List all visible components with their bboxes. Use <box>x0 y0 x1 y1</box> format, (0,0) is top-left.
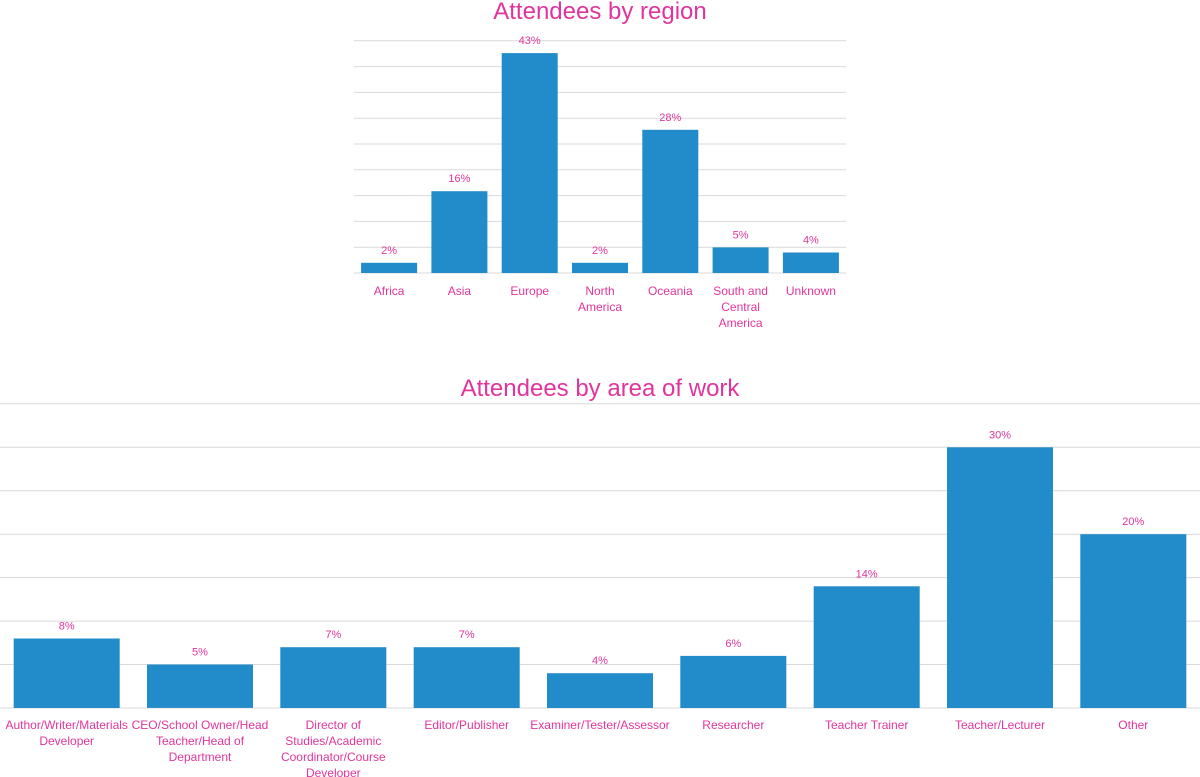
work-bar <box>1080 534 1187 708</box>
region-bars <box>361 53 839 273</box>
work-bar <box>547 673 653 708</box>
region-category-labels: Africa Asia Europe North America Oceania South… <box>374 284 836 330</box>
work-bar <box>280 647 387 708</box>
region-bar <box>782 252 839 273</box>
work-category-label: Teacher/Lecturer <box>955 718 1045 732</box>
work-category-label: Examiner/Tester/Assessor <box>530 718 669 732</box>
work-category-label: Researcher <box>702 718 764 732</box>
work-data-label: 20% <box>1122 516 1144 528</box>
region-data-label: 5% <box>733 229 749 241</box>
work-data-label: 6% <box>725 638 741 650</box>
work-bar <box>13 638 120 708</box>
region-bar <box>712 247 769 273</box>
region-bar <box>361 262 418 273</box>
work-category-label: Other <box>1118 718 1148 732</box>
work-data-label: 7% <box>459 629 475 641</box>
region-data-label: 16% <box>448 173 470 185</box>
region-category-label: Oceania <box>648 284 693 298</box>
work-category-labels: Author/Writer/Materials DeveloperCEO/Scho… <box>5 718 1148 777</box>
work-data-label: 5% <box>192 647 208 659</box>
work-category-label: CEO/School Owner/Head Teacher/Head of Depa… <box>132 718 269 764</box>
work-chart-title: Attendees by area of work <box>461 375 741 402</box>
region-bar <box>642 129 699 273</box>
work-bar <box>680 655 787 708</box>
work-data-label: 4% <box>592 655 608 667</box>
work-data-labels: 8% 5% 7% 7% 4% 6% 14% 30% 20% <box>59 429 1145 667</box>
region-data-labels: 2% 16% 43% 2% 28% 5% 4% <box>381 35 819 257</box>
region-data-label: 28% <box>659 112 681 124</box>
region-chart-title: Attendees by region <box>493 0 706 25</box>
region-gridlines <box>354 40 846 274</box>
work-bars <box>13 447 1187 708</box>
region-bar <box>431 191 488 273</box>
region-category-label: Asia <box>448 284 472 298</box>
region-category-label: South and Central America <box>713 284 768 330</box>
work-data-label: 14% <box>856 568 878 580</box>
region-category-label: Unknown <box>786 284 836 298</box>
work-bar <box>413 647 520 708</box>
work-data-label: 8% <box>59 621 75 633</box>
region-category-label: Europe <box>510 284 549 298</box>
work-category-label: Editor/Publisher <box>424 718 509 732</box>
work-category-label: Director of Studies/Academic Coordinator/C… <box>281 718 386 777</box>
region-category-label: North America <box>578 284 622 314</box>
work-category-label: Author/Writer/Materials Developer <box>5 718 127 748</box>
region-data-label: 4% <box>803 235 819 247</box>
work-chart: Attendees by area of work 8% 5% 7% 7% 4% 6% 14… <box>0 375 1200 777</box>
work-bar <box>947 447 1053 708</box>
work-data-label: 7% <box>325 629 341 641</box>
region-category-label: Africa <box>374 284 405 298</box>
region-data-label: 2% <box>592 245 608 257</box>
region-bar <box>572 262 628 273</box>
region-data-label: 43% <box>519 35 541 47</box>
region-chart: Attendees by region 2% 16% 43% 2% 28% 5% 4% Af… <box>354 0 846 330</box>
work-bar <box>147 664 253 708</box>
work-bar <box>813 586 920 708</box>
work-category-label: Teacher Trainer <box>825 718 908 732</box>
work-data-label: 30% <box>989 429 1011 441</box>
region-data-label: 2% <box>381 245 397 257</box>
region-bar <box>501 53 558 273</box>
